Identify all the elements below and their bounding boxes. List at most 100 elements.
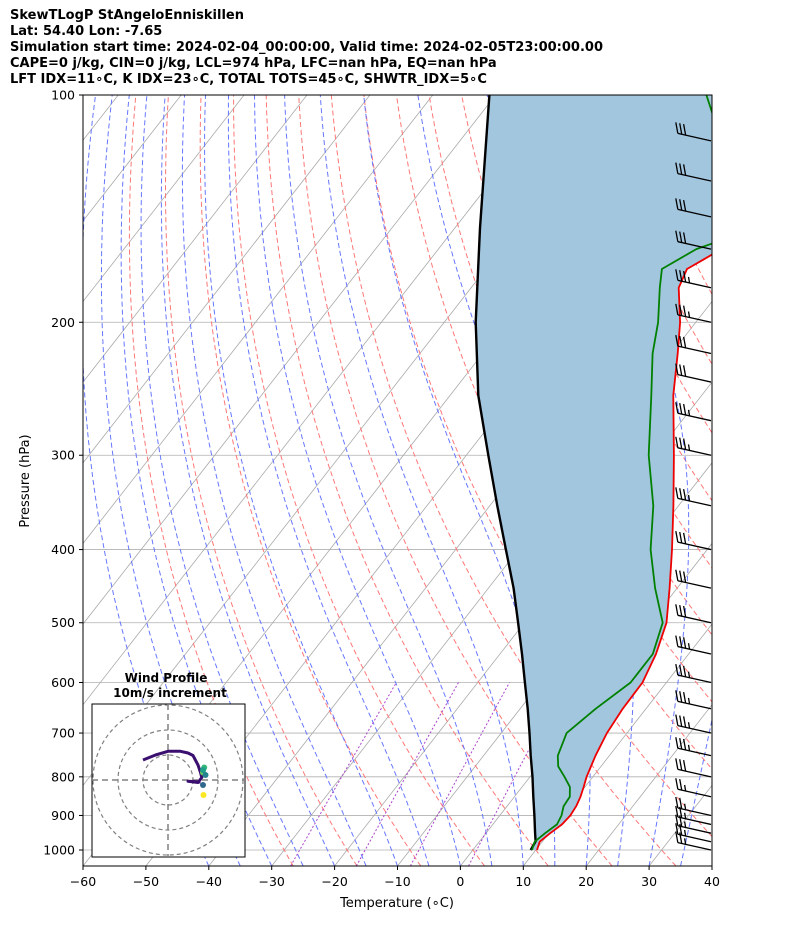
dry-adiabat-line bbox=[298, 95, 613, 866]
wind-barb bbox=[675, 796, 712, 817]
x-tick-label: −10 bbox=[384, 874, 410, 889]
hodograph-marker bbox=[200, 767, 206, 773]
index-text: LFT IDX=11∘C, K IDX=23∘C, TOTAL TOTS=45∘… bbox=[10, 72, 487, 87]
wind-barb bbox=[675, 303, 712, 323]
cape-text: CAPE=0 j/kg, CIN=0 j/kg, LCL=974 hPa, LF… bbox=[10, 56, 497, 71]
parcel-line bbox=[474, 95, 537, 851]
moist-adiabat-line bbox=[227, 95, 430, 866]
wind-barb bbox=[675, 334, 712, 355]
wind-barb bbox=[675, 162, 712, 182]
moist-adiabat-line bbox=[577, 95, 690, 866]
wind-barb bbox=[675, 690, 712, 710]
wind-barb bbox=[675, 487, 712, 507]
wind-barb bbox=[675, 635, 712, 655]
dry-adiabat-line bbox=[128, 95, 294, 866]
isotherm-line bbox=[83, 95, 245, 303]
chart-title: SkewTLogP StAngeloEnniskillen bbox=[10, 8, 244, 23]
wind-barb bbox=[675, 230, 712, 250]
isotherm-line bbox=[83, 95, 559, 706]
x-tick-label: −50 bbox=[133, 874, 159, 889]
moist-adiabat-line bbox=[181, 95, 367, 866]
isotherm-line bbox=[83, 95, 434, 545]
wind-barb bbox=[675, 198, 712, 218]
wind-barb bbox=[675, 436, 712, 456]
y-axis-ticks: 100 200 300 400 500 600 700 800 900 1000 bbox=[43, 88, 83, 858]
wind-barb bbox=[675, 269, 712, 289]
location-text: Lat: 54.40 Lon: -7.65 bbox=[10, 24, 163, 39]
y-tick-label: 700 bbox=[51, 726, 75, 741]
wind-barb bbox=[675, 758, 712, 778]
dry-adiabat-line bbox=[199, 95, 422, 866]
x-tick-label: −30 bbox=[259, 874, 285, 889]
hodograph-marker bbox=[202, 772, 209, 778]
mixing-ratio-line bbox=[468, 682, 565, 866]
chart-header: SkewTLogP StAngeloEnniskillen Lat: 54.40… bbox=[10, 8, 603, 88]
wind-barb bbox=[675, 122, 712, 142]
y-tick-label: 600 bbox=[51, 675, 75, 690]
dry-adiabat-line bbox=[363, 95, 712, 838]
y-tick-label: 1000 bbox=[43, 843, 75, 858]
y-tick-label: 300 bbox=[51, 448, 75, 463]
dry-adiabat-line bbox=[722, 95, 794, 866]
x-tick-label: −40 bbox=[196, 874, 222, 889]
hodograph bbox=[92, 704, 245, 857]
moist-adiabat-line bbox=[120, 95, 273, 866]
x-tick-label: 30 bbox=[641, 874, 657, 889]
y-axis-label: Pressure (hPa) bbox=[18, 434, 33, 527]
hodograph-marker bbox=[200, 792, 207, 798]
moist-adiabat-line bbox=[319, 95, 524, 866]
dry-adiabat-line bbox=[265, 95, 549, 866]
x-tick-label: 10 bbox=[515, 874, 531, 889]
dewpoint-line bbox=[531, 95, 712, 851]
isotherm-line bbox=[83, 95, 371, 464]
isotherm-line bbox=[522, 623, 712, 866]
cin-area bbox=[475, 95, 712, 850]
dry-adiabat-line bbox=[755, 95, 794, 866]
moist-adiabat-line bbox=[284, 95, 493, 866]
hodograph-subtitle: 10m/s increment bbox=[113, 686, 227, 700]
wind-barb bbox=[675, 737, 712, 757]
dry-adiabat-line bbox=[233, 95, 485, 866]
isotherm-line bbox=[585, 704, 712, 866]
wind-barb bbox=[675, 663, 712, 684]
wind-barb bbox=[675, 402, 712, 422]
wind-barb bbox=[675, 569, 712, 589]
y-tick-label: 900 bbox=[51, 808, 75, 823]
y-tick-label: 100 bbox=[51, 88, 75, 103]
mixing-ratio-line bbox=[409, 682, 510, 866]
x-axis-ticks: −60 −50 −40 −30 −20 −10 0 10 20 30 40 bbox=[70, 866, 720, 889]
y-tick-label: 400 bbox=[51, 542, 75, 557]
y-tick-label: 800 bbox=[51, 769, 75, 784]
moist-adiabat-line bbox=[140, 95, 304, 866]
wind-barb bbox=[675, 778, 712, 798]
wind-barb bbox=[675, 714, 712, 734]
moist-adiabat-line bbox=[204, 95, 398, 866]
profile-lines bbox=[474, 95, 712, 851]
time-text: Simulation start time: 2024-02-04_00:00:… bbox=[10, 40, 603, 55]
wind-barb bbox=[675, 531, 712, 551]
x-tick-label: 0 bbox=[456, 874, 464, 889]
temperature-line bbox=[536, 253, 712, 851]
mixing-ratio-line bbox=[290, 682, 397, 866]
moist-adiabat-line bbox=[254, 95, 461, 866]
wind-barbs bbox=[675, 122, 712, 851]
wind-barb bbox=[675, 604, 712, 624]
x-tick-label: −20 bbox=[321, 874, 347, 889]
moist-adiabat-line bbox=[160, 95, 336, 866]
isotherm-line bbox=[83, 95, 496, 625]
isotherm-line bbox=[711, 865, 712, 866]
y-tick-label: 500 bbox=[51, 615, 75, 630]
x-tick-label: −60 bbox=[70, 874, 96, 889]
hodograph-marker bbox=[200, 782, 206, 788]
x-tick-label: 20 bbox=[578, 874, 594, 889]
y-tick-label: 200 bbox=[51, 315, 75, 330]
hodograph-trace bbox=[142, 749, 204, 784]
dry-adiabat-line bbox=[787, 95, 794, 866]
x-tick-label: 40 bbox=[704, 874, 720, 889]
hodograph-title: Wind Profile bbox=[125, 671, 208, 685]
mixing-ratio-line bbox=[355, 682, 459, 866]
wind-barb bbox=[675, 363, 712, 383]
x-axis-label: Temperature (∘C) bbox=[339, 896, 454, 911]
cin-fill-layer bbox=[475, 95, 712, 850]
